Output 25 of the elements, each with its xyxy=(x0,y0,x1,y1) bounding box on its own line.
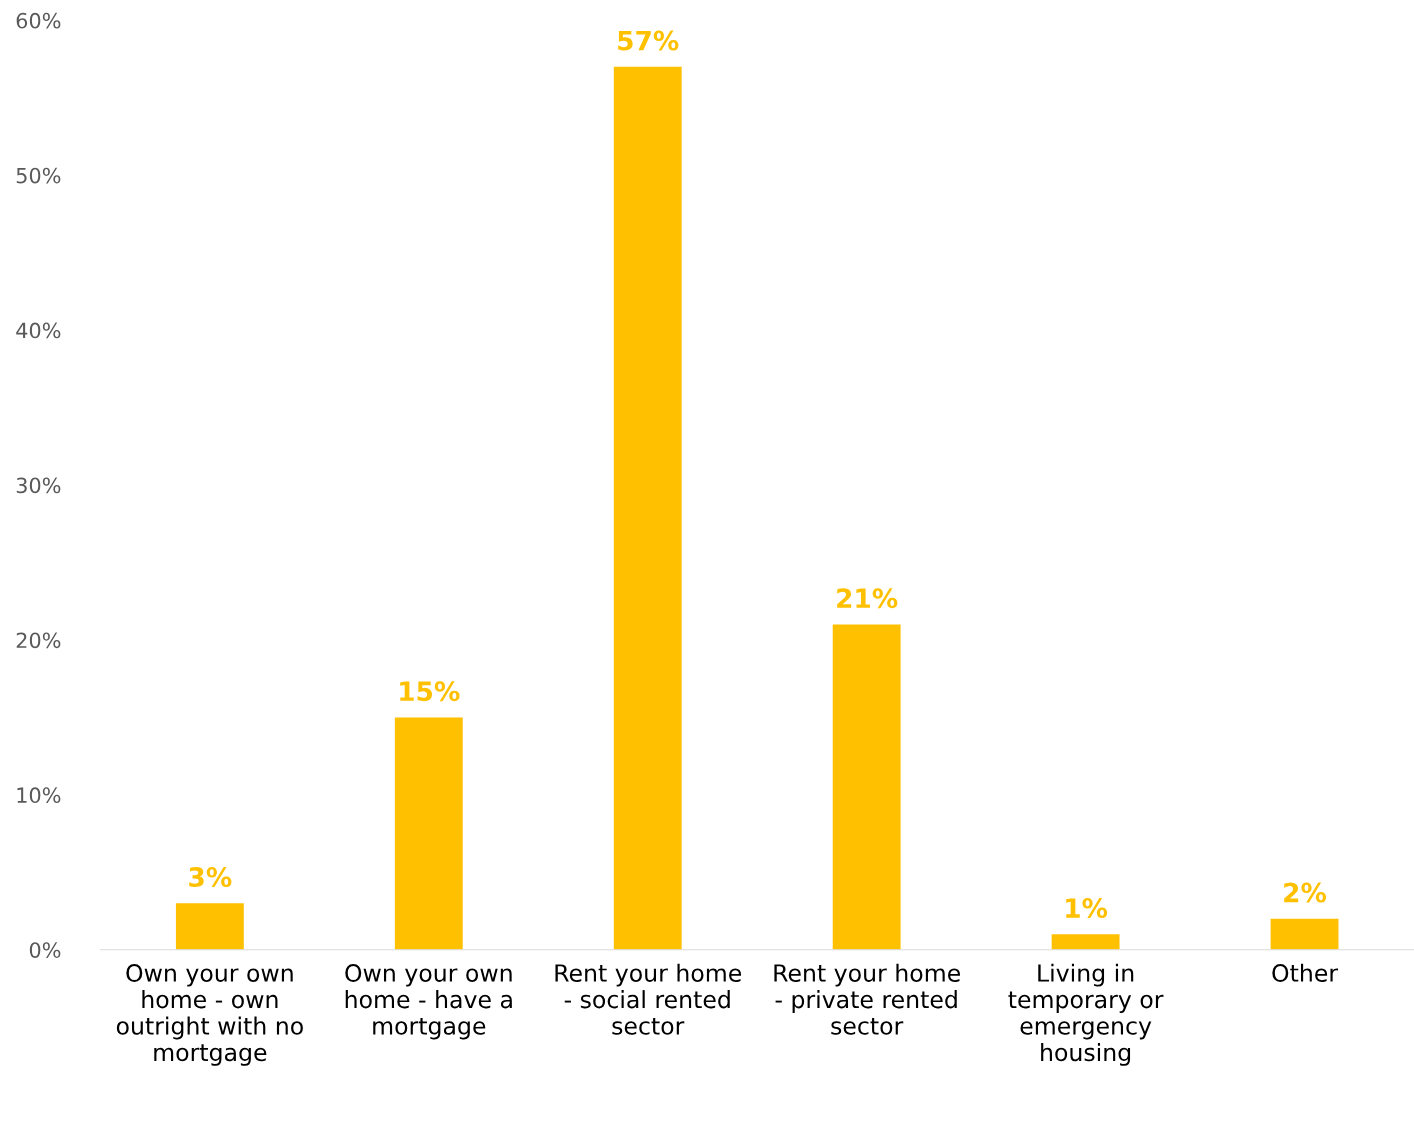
bar xyxy=(613,66,682,950)
data-label: 3% xyxy=(189,867,232,888)
x-tick-label: Rent your home - private rented sector xyxy=(774,963,960,1035)
x-tick-label: Living in temporary or emergency housing xyxy=(1008,963,1164,1066)
data-label: 21% xyxy=(837,588,898,609)
bar xyxy=(175,903,244,950)
data-label: 1% xyxy=(1066,898,1108,919)
data-label: 15% xyxy=(400,681,460,702)
data-label: 2% xyxy=(1284,882,1327,903)
x-tick-label: Own your own home - have a mortgage xyxy=(345,964,512,1040)
y-tick-label: 10% xyxy=(17,787,61,804)
bar xyxy=(1051,934,1120,950)
x-tick-label: Own your own home - own outright with no mortgage xyxy=(116,964,303,1066)
bar xyxy=(832,624,901,950)
x-tick-label: Other xyxy=(1272,963,1339,982)
x-tick-label: Rent your home - social rented sector xyxy=(555,963,742,1035)
bar xyxy=(394,717,463,950)
y-tick-label: 40% xyxy=(16,322,61,339)
y-tick-label: 0% xyxy=(29,942,61,958)
bar xyxy=(1270,918,1339,950)
data-label: 57% xyxy=(618,30,679,51)
y-tick-label: 20% xyxy=(16,632,61,649)
y-tick-label: 50% xyxy=(16,167,61,184)
y-tick-label: 60% xyxy=(16,12,61,29)
y-tick-label: 30% xyxy=(16,477,61,494)
